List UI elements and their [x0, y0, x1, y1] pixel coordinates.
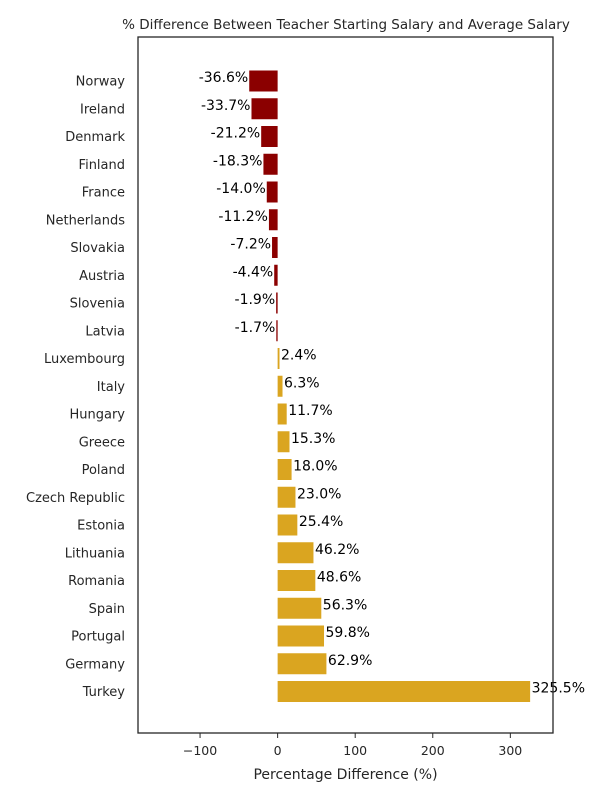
bar-romania [277, 570, 316, 591]
category-labels: Norway Ireland Denmark Finland France Netherl… [26, 75, 125, 701]
value-label: -21.2% [211, 126, 261, 142]
category-label: Italy [97, 380, 126, 395]
value-label: 46.2% [315, 542, 359, 558]
bar-ireland [251, 98, 278, 120]
bar-luxembourg [277, 348, 280, 369]
x-tick-label: −100 [183, 743, 217, 758]
bar-lithuania [277, 542, 314, 564]
x-axis-title: Percentage Difference (%) [253, 767, 437, 783]
value-label: 18.0% [293, 459, 337, 475]
chart-title: % Difference Between Teacher Starting Sa… [122, 17, 570, 33]
category-label: Slovakia [70, 241, 125, 256]
category-label: Romania [68, 574, 125, 589]
category-label: Slovenia [70, 297, 125, 312]
bar-greece [277, 431, 290, 453]
x-tick-label: 100 [343, 743, 367, 758]
value-label: 48.6% [317, 570, 361, 586]
x-tick-label: 300 [498, 743, 522, 758]
value-labels: -36.6% -33.7% -21.2% -18.3% -14.0% -11.2% -7.2… [199, 70, 585, 697]
category-label: Denmark [65, 130, 125, 145]
category-label: Netherlands [46, 213, 125, 228]
value-label: 11.7% [288, 403, 332, 419]
value-label: -7.2% [230, 237, 271, 253]
category-label: Ireland [80, 102, 125, 117]
category-label: Finland [79, 158, 125, 173]
value-label: 59.8% [326, 625, 370, 641]
value-label: 25.4% [299, 514, 343, 530]
bar-czech-republic [277, 486, 296, 508]
bar-poland [277, 459, 292, 480]
value-label: 6.3% [284, 375, 320, 391]
value-label: -18.3% [213, 153, 263, 169]
value-label: -11.2% [218, 209, 268, 225]
category-label: Turkey [82, 685, 126, 700]
bar-hungary [277, 403, 287, 425]
value-label: 2.4% [281, 348, 317, 364]
bar-italy [277, 375, 283, 397]
category-label: Norway [76, 75, 126, 90]
value-label: 23.0% [297, 486, 341, 502]
bar-slovenia [276, 292, 278, 314]
category-label: Portugal [71, 630, 125, 645]
category-label: Germany [65, 657, 125, 672]
bar-portugal [277, 625, 325, 647]
bar-france [266, 181, 278, 203]
bar-estonia [277, 514, 298, 536]
bar-austria [274, 264, 278, 286]
category-label: Greece [79, 435, 125, 450]
plot-frame [137, 36, 554, 734]
x-tick-label: 0 [274, 743, 282, 758]
value-label: -33.7% [201, 98, 251, 114]
value-label: 62.9% [328, 653, 372, 669]
category-label: Estonia [77, 519, 125, 534]
category-label: Latvia [85, 324, 125, 339]
category-label: Czech Republic [26, 491, 125, 506]
value-label: 15.3% [291, 431, 335, 447]
x-axis-ticks: −100 0 100 200 300 [183, 733, 522, 758]
category-label: Lithuania [65, 546, 125, 561]
bar-germany [277, 653, 327, 675]
bar-netherlands [268, 209, 278, 231]
bars-layer [249, 70, 531, 702]
bar-slovakia [272, 237, 278, 258]
value-label: -14.0% [216, 181, 266, 197]
value-label: -36.6% [199, 70, 249, 86]
x-tick-label: 200 [421, 743, 445, 758]
category-label: Poland [82, 463, 125, 478]
category-label: Spain [89, 602, 125, 617]
category-label: Austria [79, 269, 125, 284]
value-label: -1.7% [235, 320, 276, 336]
value-label: -4.4% [233, 264, 274, 280]
bar-spain [277, 597, 322, 619]
bar-denmark [261, 126, 278, 147]
bar-turkey [277, 681, 531, 702]
category-label: France [82, 186, 125, 201]
bar-finland [263, 153, 278, 175]
category-label: Luxembourg [44, 352, 125, 367]
bar-latvia [276, 320, 278, 342]
value-label: 56.3% [323, 597, 367, 613]
value-label: -1.9% [235, 292, 276, 308]
category-label: Hungary [69, 408, 125, 423]
value-label: 325.5% [532, 681, 585, 697]
bar-norway [249, 70, 278, 92]
